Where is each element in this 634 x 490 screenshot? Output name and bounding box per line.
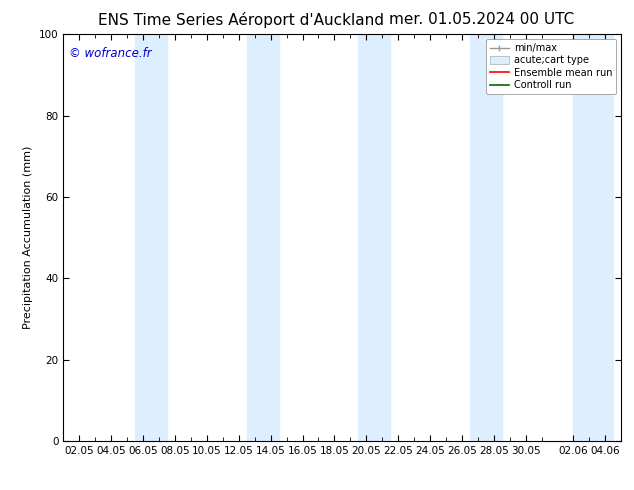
Bar — [470, 34, 501, 441]
Bar — [247, 34, 278, 441]
Bar — [574, 34, 613, 441]
Legend: min/max, acute;cart type, Ensemble mean run, Controll run: min/max, acute;cart type, Ensemble mean … — [486, 39, 616, 94]
Y-axis label: Precipitation Accumulation (mm): Precipitation Accumulation (mm) — [23, 146, 34, 329]
Text: ENS Time Series Aéroport d'Auckland: ENS Time Series Aéroport d'Auckland — [98, 12, 384, 28]
Text: mer. 01.05.2024 00 UTC: mer. 01.05.2024 00 UTC — [389, 12, 574, 27]
Text: © wofrance.fr: © wofrance.fr — [69, 47, 152, 59]
Bar — [135, 34, 167, 441]
Bar — [358, 34, 390, 441]
